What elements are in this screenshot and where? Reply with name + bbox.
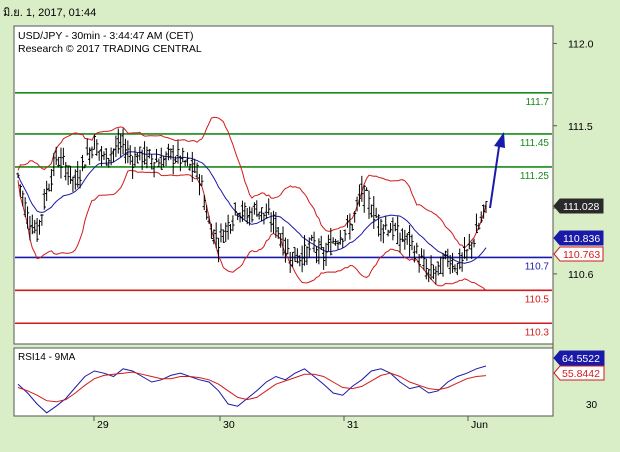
- rsi-tag: [553, 365, 605, 381]
- datetime-label: มิ.ย. 1, 2017, 01:44: [3, 7, 96, 19]
- bollinger-lower: [17, 169, 487, 291]
- level-label: 110.5: [525, 294, 550, 305]
- bollinger-upper: [17, 116, 487, 249]
- projection-arrow: [489, 139, 501, 209]
- level-label: 111.7: [525, 97, 549, 108]
- price-tag: [553, 246, 604, 262]
- projection-arrowhead: [494, 131, 505, 148]
- price-tag: [553, 230, 604, 246]
- level-label: 111.25: [520, 171, 550, 182]
- price-tag-label: 110.763: [563, 249, 600, 261]
- rsi-tag-label: 55.8442: [562, 368, 600, 380]
- rsi-tag: [553, 350, 605, 366]
- y-tick-label: 111.5: [568, 121, 593, 133]
- rsi-title: RSI14 - 9MA: [18, 352, 76, 363]
- price-tag-label: 110.836: [563, 233, 600, 245]
- chart-credit: Research © 2017 TRADING CENTRAL: [18, 43, 202, 55]
- level-label: 110.3: [525, 327, 550, 338]
- rsi-tag-label: 64.5522: [562, 353, 600, 365]
- rsi-line: [17, 365, 487, 414]
- x-tick-label: 31: [347, 419, 359, 431]
- price-tag: [553, 198, 604, 214]
- rsi-tick-label: 30: [586, 400, 598, 411]
- rsi-signal-line: [17, 371, 487, 403]
- moving-average: [17, 151, 487, 264]
- price-tag-label: 111.028: [563, 201, 600, 213]
- x-tick-label: 29: [97, 419, 109, 431]
- price-panel: [13, 25, 554, 345]
- x-tick-label: Jun: [471, 419, 488, 431]
- y-tick-label: 110.6: [568, 269, 594, 281]
- y-tick-label: 112.0: [568, 38, 594, 50]
- x-tick-label: 30: [223, 419, 235, 431]
- level-label: 111.45: [520, 138, 550, 149]
- level-label: 110.7: [525, 261, 550, 272]
- chart-title: USD/JPY - 30min - 3:44:47 AM (CET): [18, 30, 193, 42]
